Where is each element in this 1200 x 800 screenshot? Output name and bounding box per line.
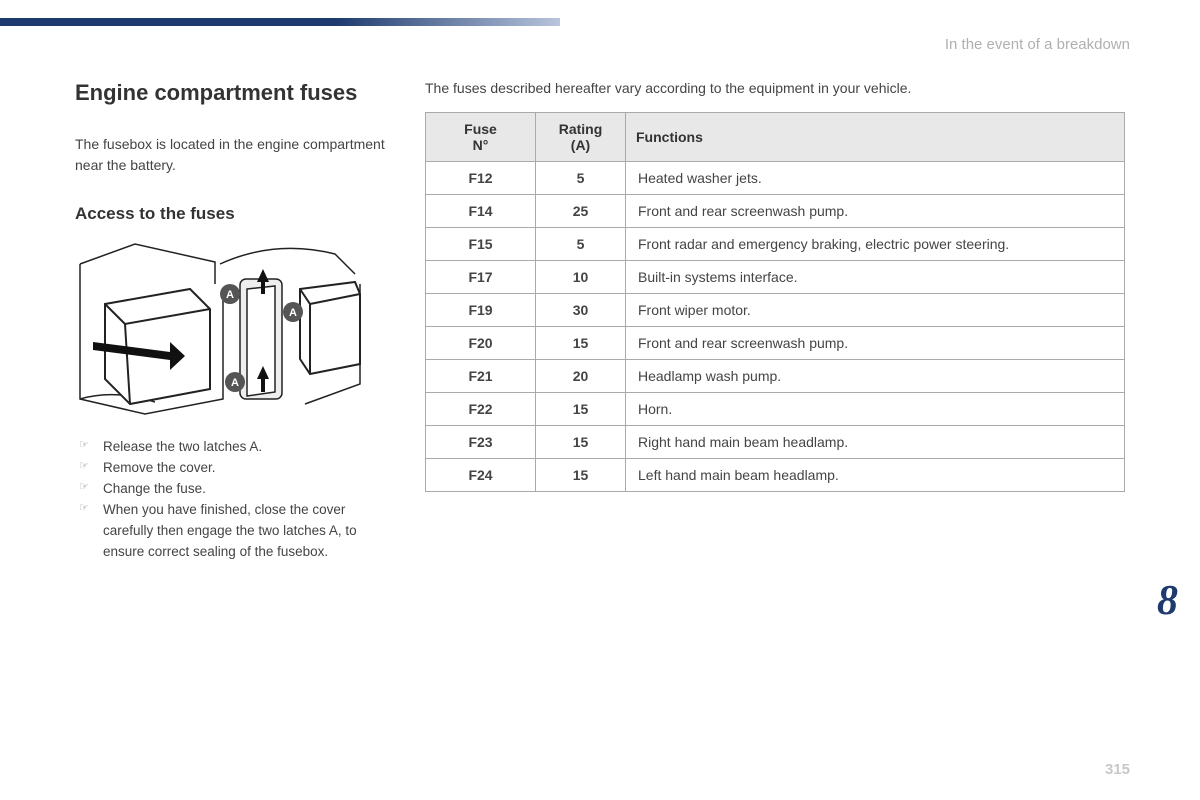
page-number: 315 [1105, 761, 1130, 778]
cell-fuse: F14 [426, 195, 536, 228]
cell-rating: 5 [536, 162, 626, 195]
cell-fuse: F17 [426, 261, 536, 294]
table-note: The fuses described hereafter vary accor… [425, 80, 1125, 96]
cell-fuse: F24 [426, 459, 536, 492]
left-column: Engine compartment fuses The fusebox is … [75, 80, 385, 563]
cell-fuse: F22 [426, 393, 536, 426]
cell-fuse: F15 [426, 228, 536, 261]
th-functions: Functions [626, 113, 1125, 162]
cell-function: Horn. [626, 393, 1125, 426]
cell-rating: 15 [536, 393, 626, 426]
table-row: F155Front radar and emergency braking, e… [426, 228, 1125, 261]
table-row: F2315Right hand main beam headlamp. [426, 426, 1125, 459]
cell-function: Front radar and emergency braking, elect… [626, 228, 1125, 261]
table-row: F1425Front and rear screenwash pump. [426, 195, 1125, 228]
table-row: F1930Front wiper motor. [426, 294, 1125, 327]
step-item: Release the two latches A. [75, 437, 385, 458]
svg-text:A: A [231, 377, 239, 389]
cell-fuse: F21 [426, 360, 536, 393]
cell-fuse: F12 [426, 162, 536, 195]
chapter-number: 8 [1157, 577, 1178, 625]
svg-text:A: A [226, 289, 234, 301]
cell-function: Right hand main beam headlamp. [626, 426, 1125, 459]
right-column: The fuses described hereafter vary accor… [425, 80, 1125, 563]
step-item: Remove the cover. [75, 458, 385, 479]
top-accent-bar [0, 18, 560, 26]
table-row: F2215Horn. [426, 393, 1125, 426]
fusebox-diagram: A A A [75, 234, 365, 419]
cell-fuse: F23 [426, 426, 536, 459]
content-area: Engine compartment fuses The fusebox is … [75, 80, 1125, 563]
step-item: When you have finished, close the cover … [75, 500, 385, 563]
cell-fuse: F20 [426, 327, 536, 360]
breadcrumb: In the event of a breakdown [945, 36, 1130, 53]
steps-list: Release the two latches A. Remove the co… [75, 437, 385, 563]
cell-function: Heated washer jets. [626, 162, 1125, 195]
table-row: F1710Built-in systems interface. [426, 261, 1125, 294]
cell-rating: 10 [536, 261, 626, 294]
cell-function: Built-in systems interface. [626, 261, 1125, 294]
table-row: F125Heated washer jets. [426, 162, 1125, 195]
page-title: Engine compartment fuses [75, 80, 385, 106]
cell-function: Left hand main beam headlamp. [626, 459, 1125, 492]
intro-paragraph: The fusebox is located in the engine com… [75, 134, 385, 176]
access-subtitle: Access to the fuses [75, 204, 385, 224]
fuse-table: FuseN° Rating(A) Functions F125Heated wa… [425, 112, 1125, 492]
svg-text:A: A [289, 307, 297, 319]
th-rating: Rating(A) [536, 113, 626, 162]
cell-function: Headlamp wash pump. [626, 360, 1125, 393]
cell-fuse: F19 [426, 294, 536, 327]
th-fuse: FuseN° [426, 113, 536, 162]
cell-function: Front and rear screenwash pump. [626, 195, 1125, 228]
cell-rating: 30 [536, 294, 626, 327]
cell-rating: 5 [536, 228, 626, 261]
cell-function: Front and rear screenwash pump. [626, 327, 1125, 360]
step-item: Change the fuse. [75, 479, 385, 500]
table-row: F2120Headlamp wash pump. [426, 360, 1125, 393]
cell-rating: 15 [536, 426, 626, 459]
table-row: F2015Front and rear screenwash pump. [426, 327, 1125, 360]
table-row: F2415Left hand main beam headlamp. [426, 459, 1125, 492]
cell-rating: 20 [536, 360, 626, 393]
cell-rating: 15 [536, 459, 626, 492]
cell-rating: 25 [536, 195, 626, 228]
cell-rating: 15 [536, 327, 626, 360]
cell-function: Front wiper motor. [626, 294, 1125, 327]
